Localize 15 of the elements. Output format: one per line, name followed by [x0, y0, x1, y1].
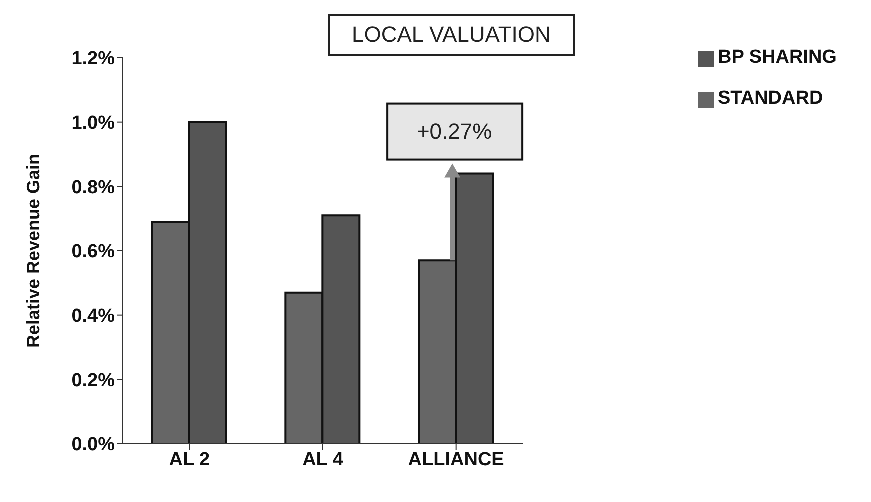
annotation: +0.27% [416, 118, 492, 144]
y-tick-label: 0.0% [72, 434, 116, 456]
legend-label: BP SHARING [718, 47, 837, 68]
y-tick-label: 0.2% [72, 370, 116, 392]
y-tick-label: 1.2% [72, 48, 116, 70]
x-tick-label: AL 2 [169, 449, 210, 470]
y-axis-title: Relative Revenue Gain [23, 154, 44, 348]
y-tick-label: 0.8% [72, 177, 116, 198]
x-tick-label: ALLIANCE [408, 449, 504, 470]
chart-title: LOCAL VALUATION [328, 14, 575, 56]
y-tick-label: 0.6% [72, 242, 116, 263]
legend-label: STANDARD [718, 88, 824, 109]
x-tick-label: AL 4 [302, 449, 344, 470]
y-tick-label: 0.4% [72, 306, 116, 328]
y-tick-label: 1.0% [72, 113, 116, 134]
